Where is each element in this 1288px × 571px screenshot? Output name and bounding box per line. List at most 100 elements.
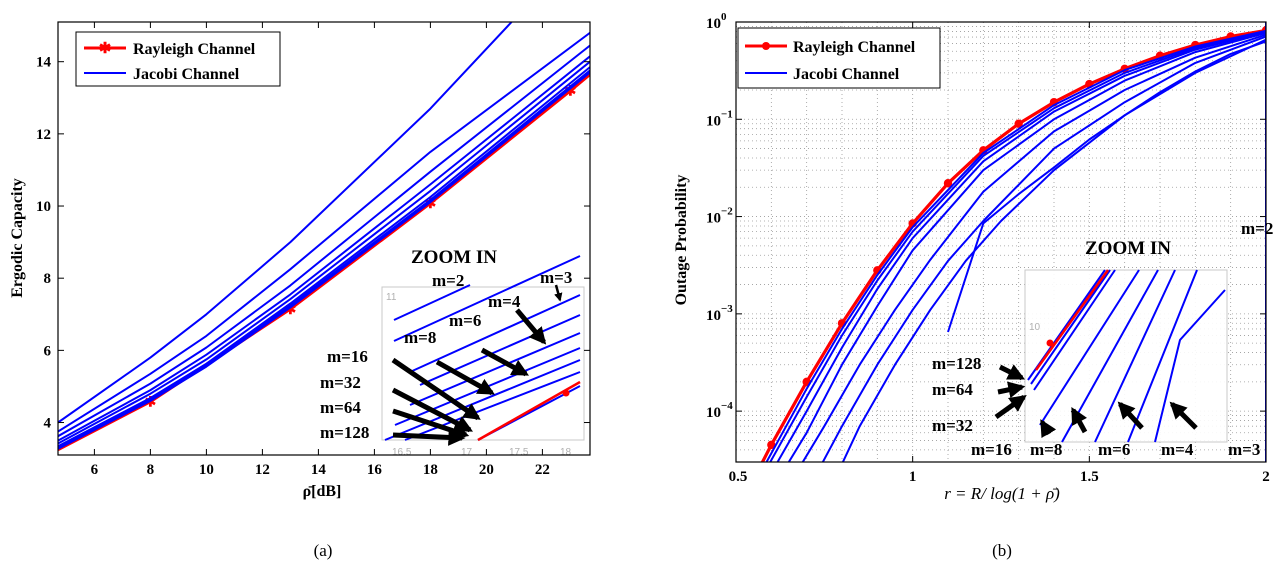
arrow-m8 (1070, 407, 1088, 434)
series-jacobi-m6-line (821, 35, 1266, 462)
x-tick-label: 18 (423, 462, 438, 478)
rayleigh-marker (767, 440, 776, 450)
inset-line-m3 (393, 255, 581, 342)
y-tick-label: 12 (36, 127, 51, 143)
series-jacobi-m6-line (58, 55, 590, 442)
inset-xtick: 17.5 (509, 447, 529, 458)
panel-a-legend: ✱ Rayleigh Channel Jacobi Channel (75, 31, 281, 87)
panel-a-caption: (a) (314, 541, 333, 560)
y-tick-label: 8 (44, 271, 52, 287)
inset-rayleigh (477, 380, 581, 442)
inset-line-m3 (1154, 289, 1226, 443)
x-tick-label: 0.5 (729, 469, 748, 485)
label-m64: m=64 (320, 398, 361, 417)
x-tick-label: 20 (479, 462, 494, 478)
inset-arrows (391, 308, 547, 446)
panel-a-axes-frame (57, 21, 591, 456)
legend-dot-icon (762, 42, 770, 50)
y-tick-label: 4 (44, 416, 52, 432)
y-tick-label: 10−3 (706, 303, 733, 324)
label-m3: m=3 (1228, 440, 1260, 459)
y-tick-label: 14 (36, 55, 52, 71)
inset-line-rayleigh (1034, 269, 1110, 371)
x-tick-label: 6 (91, 462, 99, 478)
panel-b-xlabel: r = R/ log(1 + ρ̄) (944, 484, 1060, 503)
inset-line-m64 (1030, 269, 1111, 385)
arrow-m16 (391, 357, 481, 421)
arrow-m128 (392, 428, 466, 446)
label-m2: m=2 (432, 271, 464, 290)
x-tick-label: 22 (535, 462, 550, 478)
label-m6: m=6 (1098, 440, 1130, 459)
x-tick-label: 14 (311, 462, 327, 478)
panel-a-plot-area: ✱✱✱✱ (58, 22, 590, 452)
panel-a-ylabel: Ergodic Capacity (9, 178, 26, 298)
label-m32: m=32 (320, 373, 361, 392)
x-tick-label: 12 (255, 462, 270, 478)
panel-a-zoom-title: ZOOM IN (411, 247, 497, 268)
inset-line-m6 (1094, 269, 1176, 443)
inset-rayleigh-marker (562, 389, 570, 397)
series-jacobi-m4-line (841, 38, 1266, 462)
inset-frame (381, 286, 585, 441)
arrow-m8 (435, 359, 495, 396)
label-m128: m=128 (320, 423, 369, 442)
panel-b-grid (736, 22, 1266, 463)
inset-line-m4 (1127, 269, 1198, 443)
label-m8: m=8 (404, 328, 436, 347)
inset-xtick: 16.5 (392, 447, 412, 458)
label-m128: m=128 (932, 354, 981, 373)
label-m2: m=2 (1241, 219, 1273, 238)
inset-line-m2 (393, 284, 471, 321)
rayleigh-marker (1014, 119, 1023, 128)
x-tick-label: 1 (909, 469, 917, 485)
arrow-m6 (1117, 401, 1144, 430)
arrow-m3 (554, 284, 563, 302)
arrow-m128 (998, 364, 1026, 381)
inset-ytick: 10 (1029, 322, 1041, 333)
series-jacobi-m64-line (769, 30, 1266, 462)
arrow-m6 (480, 347, 529, 377)
rayleigh-marker (943, 179, 953, 188)
label-m64: m=64 (932, 380, 973, 399)
inset-line-m4 (409, 294, 581, 373)
label-m3: m=3 (540, 268, 572, 287)
panel-b: 10 ZOOM IN (673, 11, 1273, 560)
panel-a-ticks: 6 8 10 12 14 16 18 20 22 4 6 8 10 12 14 (36, 22, 590, 478)
label-m16: m=16 (327, 347, 368, 366)
arrow-m16 (1039, 419, 1057, 439)
x-tick-label: 10 (199, 462, 214, 478)
legend-asterisk-icon: ✱ (99, 41, 112, 57)
label-m4: m=4 (488, 292, 521, 311)
panel-a-zoom-inset: 11 16.5 17 17.5 18 (320, 247, 585, 458)
inset-line-m32 (1033, 269, 1116, 391)
inset-frame (1024, 269, 1228, 443)
panel-a: ✱✱✱✱ 11 16.5 17 17.5 18 (9, 21, 591, 560)
legend-jacobi-label: Jacobi Channel (793, 66, 900, 83)
x-tick-label: 16 (367, 462, 383, 478)
series-rayleigh-line (760, 28, 1266, 462)
y-tick-label: 10 (36, 199, 51, 215)
x-tick-label: 2 (1262, 469, 1270, 485)
inset-xtick: 17 (461, 447, 473, 458)
inset-ytick: 11 (386, 292, 397, 303)
label-m16: m=16 (971, 440, 1012, 459)
inset-line-m32 (384, 359, 581, 441)
series-jacobi-m32-line (776, 31, 1266, 462)
panel-b-axes-frame (735, 21, 1267, 463)
series-jacobi-m8-line (58, 60, 590, 445)
legend-rayleigh-label: Rayleigh Channel (133, 41, 256, 58)
series-jacobi-m3-line (947, 40, 1266, 333)
label-m6: m=6 (449, 311, 481, 330)
panel-b-caption: (b) (992, 541, 1012, 560)
inset-line-m6 (419, 314, 581, 386)
panel-b-ticks: 0.5 1 1.5 2 100 10−1 10−2 10−3 10−4 (706, 11, 1270, 485)
inset-arrows (994, 364, 1198, 439)
label-m32: m=32 (932, 416, 973, 435)
panel-b-legend: Rayleigh Channel Jacobi Channel (737, 27, 941, 89)
inset-xtick: 18 (560, 447, 572, 458)
inset-line-m64 (404, 371, 581, 441)
legend-box (737, 27, 941, 89)
y-tick-label: 10−4 (706, 400, 733, 421)
